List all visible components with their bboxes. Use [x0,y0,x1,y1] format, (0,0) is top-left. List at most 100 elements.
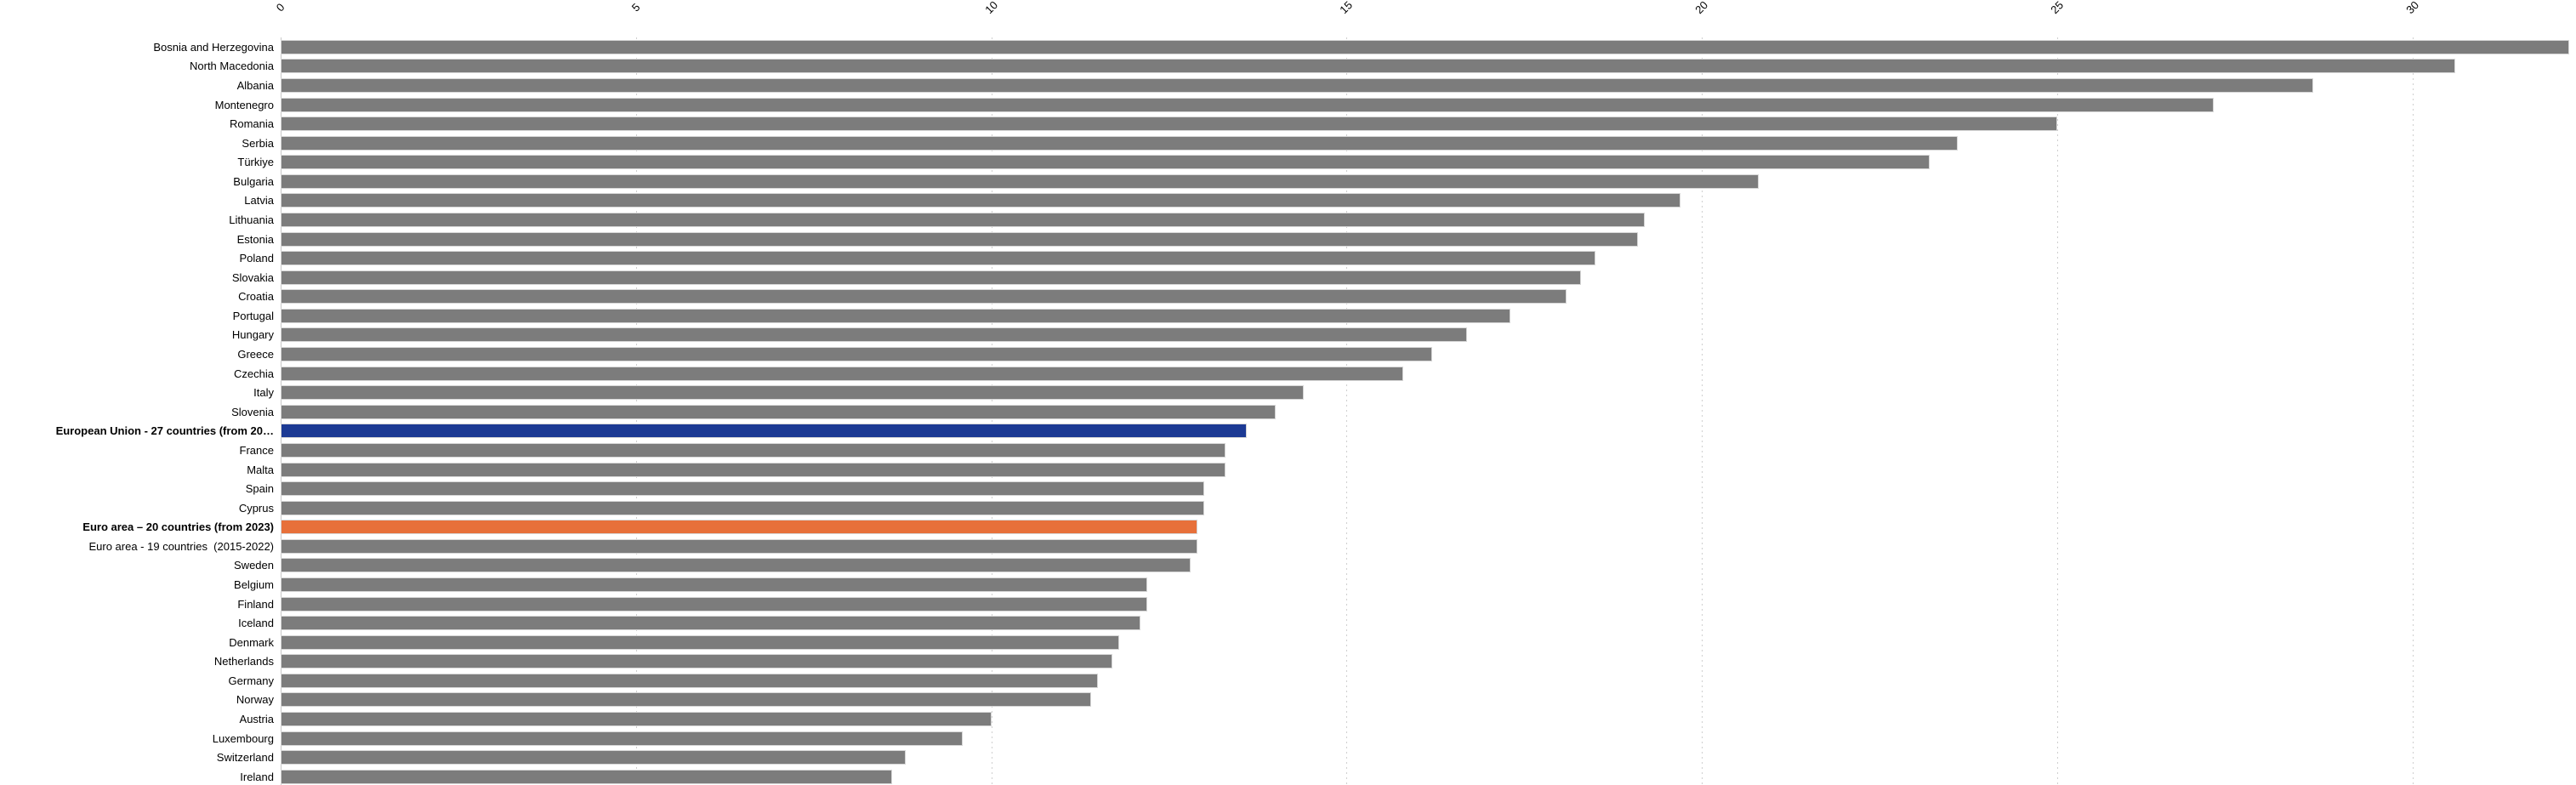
gridline [1702,37,1703,785]
category-label: Luxembourg [212,731,274,745]
bar[interactable] [281,424,1248,439]
bar-track [281,97,2576,112]
chart-row: Belgium [0,575,2576,594]
chart-row: Spain [0,479,2576,498]
bar[interactable] [281,442,1226,458]
chart-row: Romania [0,114,2576,134]
bar-rows: Bosnia and Herzegovina North Macedonia Alb… [0,37,2576,785]
bar-track [281,520,2576,535]
bar[interactable] [281,769,892,784]
bar-track [281,731,2576,746]
chart-row: Iceland [0,613,2576,633]
category-label: Netherlands [213,655,274,668]
bar[interactable] [281,251,1595,266]
bar[interactable] [281,270,1582,285]
chart-row: Portugal [0,306,2576,326]
bar-track [281,769,2576,784]
category-label: Poland [239,252,274,265]
bar[interactable] [281,385,1305,401]
chart-row: France [0,441,2576,460]
category-label: France [239,443,274,457]
bar[interactable] [281,500,1205,515]
category-label: Portugal [232,309,274,322]
chart-row: Latvia [0,191,2576,211]
bar[interactable] [281,538,1197,554]
x-axis-tick-label: 5 [628,0,643,14]
bar[interactable] [281,404,1276,419]
bar[interactable] [281,596,1148,612]
chart-row: Denmark [0,633,2576,652]
bar-track [281,692,2576,708]
bar[interactable] [281,77,2313,93]
chart-row: Montenegro [0,95,2576,115]
x-axis-tick-label: 10 [981,0,1000,17]
bar[interactable] [281,135,1959,151]
x-axis-top: 0 5 10 15 20 25 30 [274,0,2576,20]
chart-row: Cyprus [0,498,2576,518]
bar-track [281,155,2576,170]
chart-row: Finland [0,594,2576,614]
bar[interactable] [281,212,1646,227]
category-label: Belgium [234,577,274,591]
chart-row: Sweden [0,556,2576,576]
bar[interactable] [281,520,1197,535]
bar-track [281,538,2576,554]
category-label: Iceland [238,617,274,630]
bar[interactable] [281,327,1468,343]
bar-track [281,117,2576,132]
bar-track [281,712,2576,727]
category-label: Euro area - 19 countries (2015-2022) [88,539,274,553]
chart-row: Luxembourg [0,729,2576,748]
chart-row: Euro area – 20 countries (from 2023) [0,517,2576,537]
bar[interactable] [281,634,1119,650]
category-label: Euro area – 20 countries (from 2023) [82,520,274,534]
bar[interactable] [281,731,964,746]
bar[interactable] [281,97,2214,112]
bar[interactable] [281,692,1091,708]
bar[interactable] [281,712,992,727]
bar-track [281,270,2576,285]
category-label: Lithuania [229,213,274,226]
category-label: Bulgaria [233,174,274,188]
category-label: Italy [253,386,274,400]
bar[interactable] [281,750,907,765]
bar[interactable] [281,117,2057,132]
x-axis-tick-label: 15 [1337,0,1356,17]
category-label: Albania [236,78,274,92]
chart-row: Croatia [0,287,2576,307]
category-label: Slovenia [231,405,274,418]
bar[interactable] [281,155,1930,170]
bar[interactable] [281,308,1510,323]
chart-row: North Macedonia [0,57,2576,77]
bar-track [281,462,2576,477]
category-label: Hungary [231,328,274,342]
bar-track [281,634,2576,650]
bar-track [281,59,2576,74]
bar[interactable] [281,462,1226,477]
bar[interactable] [281,673,1098,688]
bar[interactable] [281,654,1112,669]
bar-track [281,212,2576,227]
bar[interactable] [281,193,1681,208]
bar[interactable] [281,558,1191,573]
bar[interactable] [281,289,1567,304]
chart-row: Euro area - 19 countries (2015-2022) [0,537,2576,556]
bar-track [281,251,2576,266]
bar[interactable] [281,59,2455,74]
bar-track [281,654,2576,669]
bar[interactable] [281,347,1432,362]
bar[interactable] [281,577,1148,592]
bar[interactable] [281,366,1404,381]
bar[interactable] [281,39,2569,54]
gridline [2057,37,2058,785]
bar[interactable] [281,616,1141,631]
bar-track [281,385,2576,401]
bar[interactable] [281,231,1638,247]
bar-track [281,77,2576,93]
bar[interactable] [281,481,1205,497]
category-label: Denmark [229,635,274,649]
bar-track [281,308,2576,323]
bar[interactable] [281,173,1760,189]
bar-track [281,366,2576,381]
